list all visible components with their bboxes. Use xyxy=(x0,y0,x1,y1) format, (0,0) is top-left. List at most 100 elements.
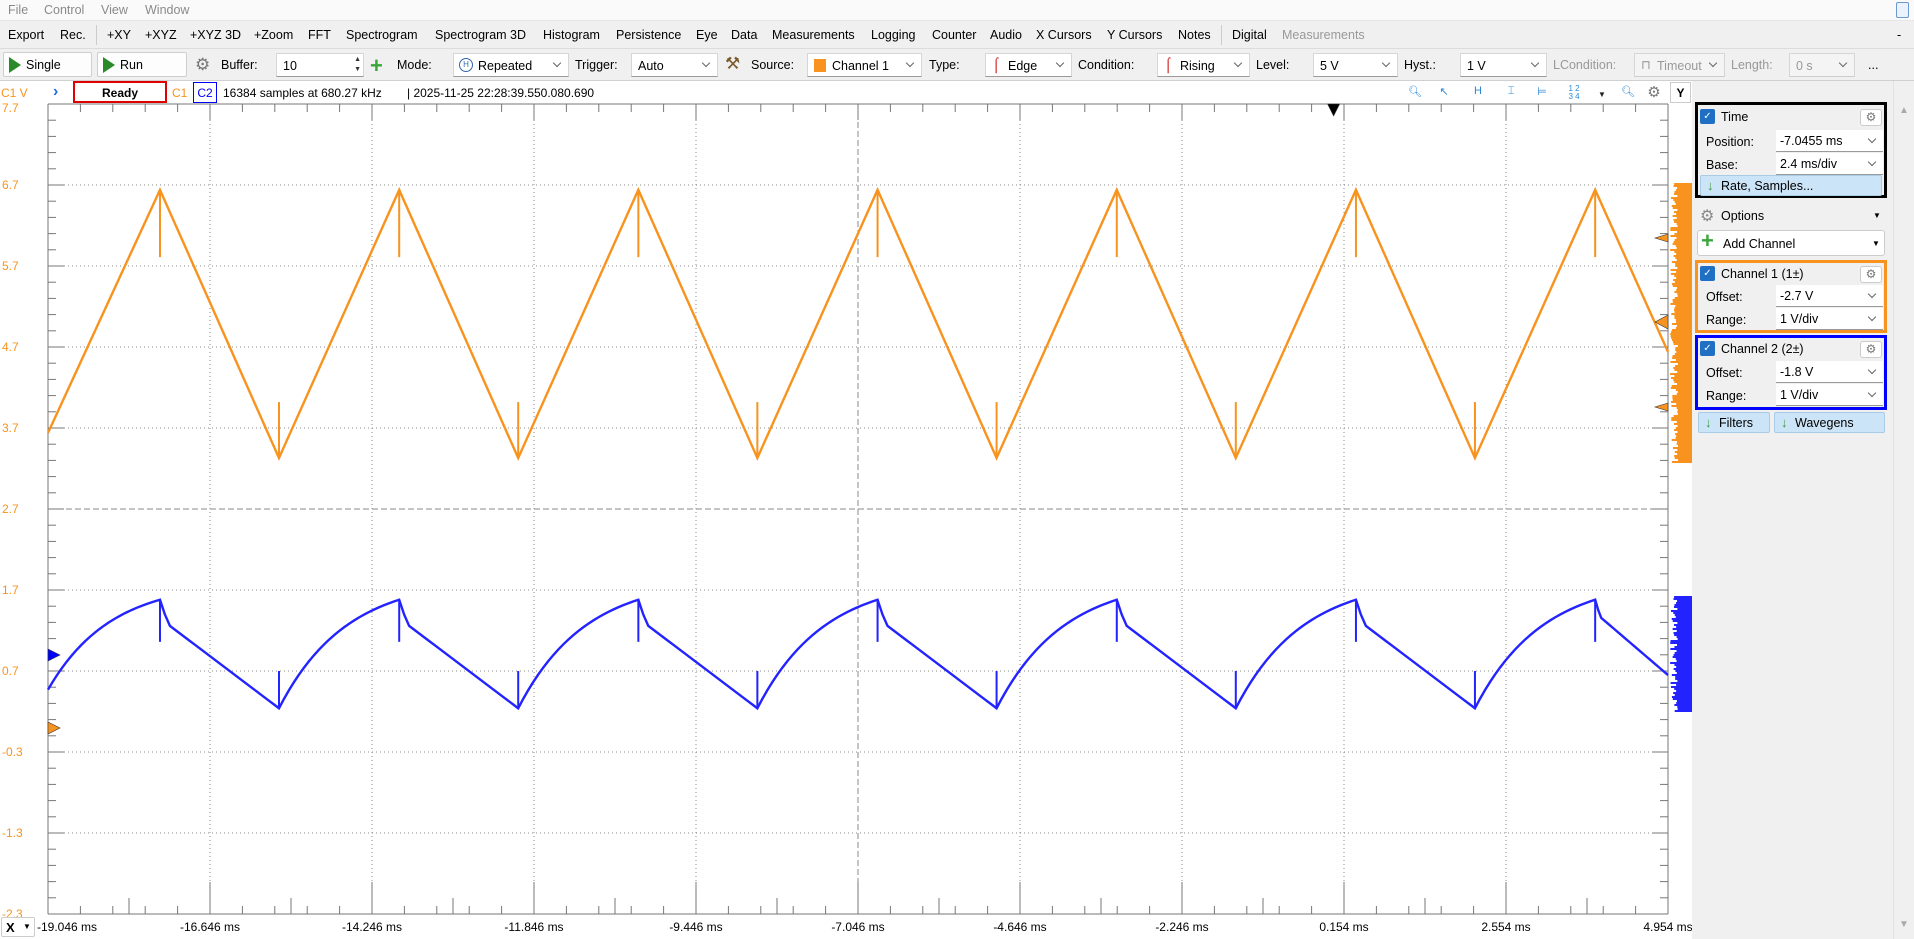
notes-button[interactable]: Notes xyxy=(1178,28,1211,42)
add-channel-button[interactable]: + Add Channel ▼ xyxy=(1697,228,1885,256)
digital-button[interactable]: Digital xyxy=(1232,28,1267,42)
zoom-reset-icon[interactable]: 🔍︎ xyxy=(1408,86,1422,98)
base-input[interactable]: 2.4 ms/div xyxy=(1776,153,1883,175)
menu-view[interactable]: View xyxy=(101,3,128,17)
add-xyz-button[interactable]: +XYZ xyxy=(145,28,177,42)
trigger-label: Trigger: xyxy=(575,58,618,72)
spectrogram-button[interactable]: Spectrogram xyxy=(346,28,418,42)
single-button[interactable]: Single xyxy=(3,52,92,77)
channel-2-offset-input[interactable]: -1.8 V xyxy=(1776,361,1883,383)
oscilloscope-plot[interactable]: 7.76.75.74.73.72.71.70.7-0.3-1.3-2.3-19.… xyxy=(0,0,1692,939)
scroll-down-icon[interactable]: ▼ xyxy=(1899,919,1909,930)
source-value: Channel 1 xyxy=(832,59,889,73)
channel-2-toggle[interactable]: C2 xyxy=(193,82,217,103)
buffer-input[interactable]: 10 ▲ ▼ xyxy=(276,53,364,77)
channel-2-persistence-strip xyxy=(1671,696,1692,698)
gear-icon[interactable]: ⚙ xyxy=(195,55,211,74)
pointer-tool-icon[interactable]: ↖ xyxy=(1439,86,1449,98)
time-checkbox[interactable]: ✓ xyxy=(1700,109,1715,124)
range-label: Range: xyxy=(1706,389,1747,403)
align-tool-icon[interactable]: ⊨ xyxy=(1537,86,1547,98)
minimize-toolbar-button[interactable]: - xyxy=(1897,28,1902,42)
chevron-right-icon[interactable]: › xyxy=(53,83,59,100)
audio-button[interactable]: Audio xyxy=(990,28,1022,42)
y-axis-button[interactable]: Y xyxy=(1670,82,1691,103)
channel-1-persistence-strip xyxy=(1676,271,1692,273)
persistence-button[interactable]: Persistence xyxy=(616,28,682,42)
type-label: Type: xyxy=(929,58,960,72)
time-gear-icon[interactable]: ⚙ xyxy=(1860,109,1882,126)
channel-1-checkbox[interactable]: ✓ xyxy=(1700,266,1715,281)
channel-2-checkbox[interactable]: ✓ xyxy=(1700,341,1715,356)
data-button[interactable]: Data xyxy=(731,28,758,42)
plus-icon[interactable]: + xyxy=(370,53,383,78)
options-menu[interactable]: Options xyxy=(1721,209,1765,223)
channel-2-settings: ✓ Channel 2 (2±) ⚙ Offset: -1.8 V Range:… xyxy=(1695,335,1887,410)
channel-1-persistence-strip xyxy=(1672,207,1692,209)
channel-1-persistence-strip xyxy=(1676,253,1692,255)
x-cursors-button[interactable]: X Cursors xyxy=(1036,28,1092,42)
zoom-tool-icon[interactable]: 🔍︎ xyxy=(1621,86,1635,98)
spectrogram3d-button[interactable]: Spectrogram 3D xyxy=(435,28,527,42)
channel-1-persistence-strip xyxy=(1675,359,1692,361)
add-xyz3d-button[interactable]: +XYZ 3D xyxy=(190,28,242,42)
channel-1-persistence-strip xyxy=(1674,423,1692,425)
add-xy-button[interactable]: +XY xyxy=(107,28,131,42)
channel-1-persistence-strip xyxy=(1676,217,1692,219)
filters-button[interactable]: ↓ Filters xyxy=(1698,412,1770,433)
fft-button[interactable]: FFT xyxy=(308,28,331,42)
horizontal-zoom-icon[interactable]: H xyxy=(1474,85,1482,97)
vertical-zoom-icon[interactable]: ⌶ xyxy=(1507,85,1515,97)
menu-control[interactable]: Control xyxy=(44,3,85,17)
options-gear-icon[interactable]: ⚙ xyxy=(1700,208,1715,225)
counter-button[interactable]: Counter xyxy=(932,28,977,42)
mode-select[interactable]: H Repeated xyxy=(453,53,569,77)
rec-button[interactable]: Rec. xyxy=(60,28,86,42)
run-button[interactable]: Run xyxy=(97,52,187,77)
more-options-button[interactable]: ... xyxy=(1868,58,1879,72)
channel-2-persistence-strip xyxy=(1673,598,1692,600)
menu-window[interactable]: Window xyxy=(145,3,190,17)
channel-1-persistence-strip xyxy=(1677,431,1692,433)
channel-1-gear-icon[interactable]: ⚙ xyxy=(1860,266,1882,283)
channel-2-gear-icon[interactable]: ⚙ xyxy=(1860,341,1882,358)
condition-select[interactable]: ⌠ Rising xyxy=(1157,53,1250,77)
dropdown-arrow-icon[interactable]: ▼ xyxy=(1598,90,1606,99)
dropdown-arrow-icon[interactable]: ▼ xyxy=(1873,211,1881,220)
hyst-select[interactable]: 1 V xyxy=(1460,53,1547,77)
channel-1-range-input[interactable]: 1 V/div xyxy=(1776,308,1883,330)
source-select[interactable]: Channel 1 xyxy=(807,53,922,77)
channel-2-persistence-strip xyxy=(1672,620,1692,622)
logging-button[interactable]: Logging xyxy=(871,28,916,42)
position-input[interactable]: -7.0455 ms xyxy=(1776,130,1883,152)
acquisition-status-badge: Ready xyxy=(73,81,167,103)
hammer-icon[interactable]: ⚒ xyxy=(725,54,741,73)
channel-2-persistence-strip xyxy=(1677,608,1692,610)
y-cursors-button[interactable]: Y Cursors xyxy=(1107,28,1163,42)
histogram-button[interactable]: Histogram xyxy=(543,28,600,42)
panel-scrollbar[interactable]: ▲ ▼ xyxy=(1893,81,1914,939)
type-select[interactable]: ⌠ Edge xyxy=(985,53,1072,77)
restore-window-icon[interactable] xyxy=(1896,2,1909,18)
scroll-up-icon[interactable]: ▲ xyxy=(1899,105,1909,116)
level-select[interactable]: 5 V xyxy=(1313,53,1398,77)
chevron-down-icon xyxy=(1381,58,1391,68)
channel-1-offset-input[interactable]: -2.7 V xyxy=(1776,285,1883,307)
channel-2-persistence-strip xyxy=(1672,628,1692,630)
rate-samples-button[interactable]: ↓ Rate, Samples... xyxy=(1700,175,1882,196)
add-zoom-button[interactable]: +Zoom xyxy=(254,28,294,42)
trigger-select[interactable]: Auto xyxy=(631,53,718,77)
channel-2-range-input[interactable]: 1 V/div xyxy=(1776,384,1883,406)
channel-1-persistence-strip xyxy=(1672,339,1692,341)
wavegens-button[interactable]: ↓ Wavegens xyxy=(1774,412,1885,433)
channel-1-persistence-strip xyxy=(1677,371,1692,373)
spinner-icon[interactable]: ▲ ▼ xyxy=(354,56,361,73)
menu-file[interactable]: File xyxy=(8,3,29,17)
x-axis-button[interactable]: X ▼ xyxy=(1,917,35,937)
channel-1-toggle[interactable]: C1 xyxy=(172,86,188,100)
eye-button[interactable]: Eye xyxy=(696,28,718,42)
gear-icon[interactable]: ⚙ xyxy=(1647,84,1661,101)
export-button[interactable]: Export xyxy=(8,28,45,42)
measurements-button[interactable]: Measurements xyxy=(772,28,855,42)
